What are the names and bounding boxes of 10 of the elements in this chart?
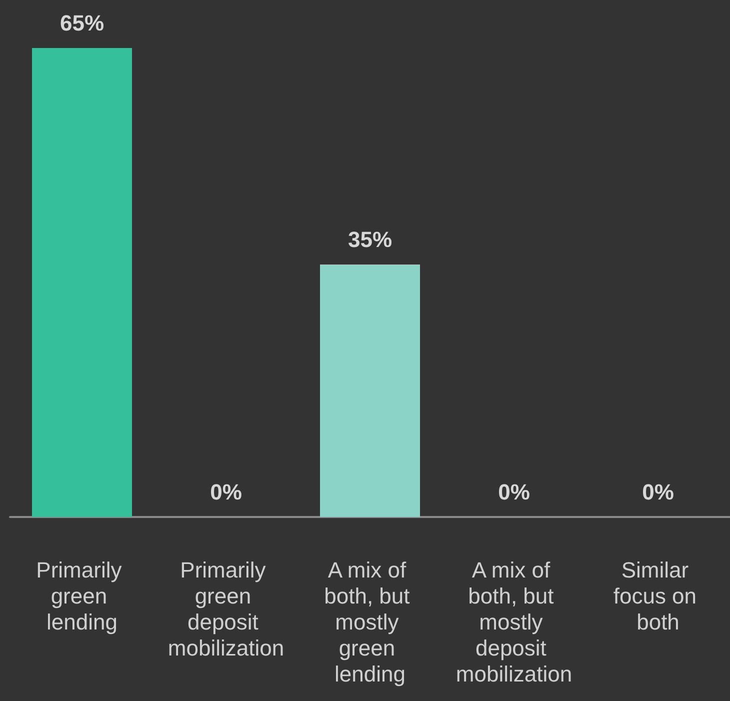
data-label: 0% — [642, 480, 674, 504]
data-label: 35% — [348, 226, 392, 252]
x-tick-label: Primarily green deposit mobilization — [168, 558, 284, 660]
data-label: 0% — [210, 480, 242, 504]
x-tick-label: A mix of both, but mostly green lending — [324, 558, 416, 686]
data-label: 65% — [60, 10, 104, 36]
data-label: 0% — [498, 480, 530, 504]
x-tick-label: Primarily green lending — [36, 558, 128, 634]
x-tick-label: A mix of both, but mostly deposit mobilization — [456, 558, 572, 686]
x-tick-label: Similar focus on both — [613, 558, 703, 634]
